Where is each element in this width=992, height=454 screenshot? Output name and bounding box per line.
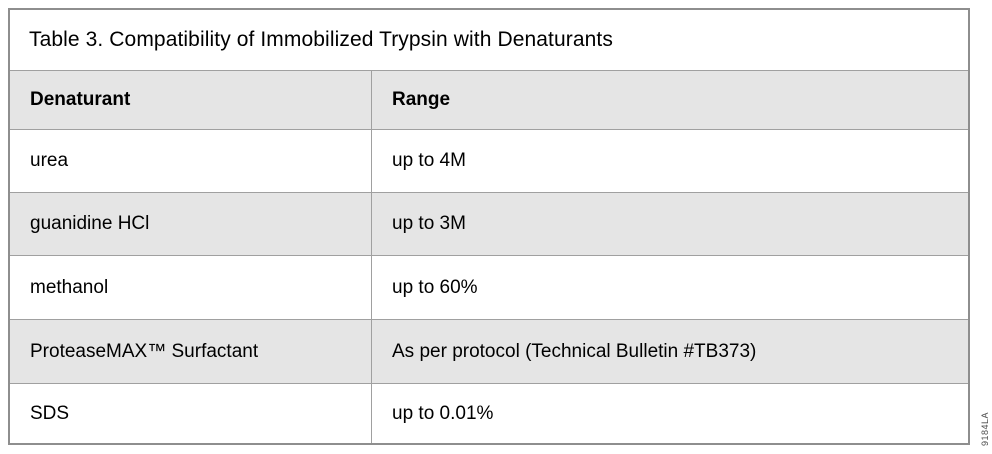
denaturant-cell: ProteaseMAX™ Surfactant — [10, 320, 372, 383]
denaturant-cell: urea — [10, 130, 372, 192]
denaturant-cell: methanol — [10, 256, 372, 319]
table-row: urea up to 4M — [10, 130, 968, 193]
part-number-vertical-label: 9184LA — [980, 411, 990, 446]
table-row: methanol up to 60% — [10, 256, 968, 320]
table-title: Table 3. Compatibility of Immobilized Tr… — [10, 10, 968, 71]
range-cell: As per protocol (Technical Bulletin #TB3… — [392, 340, 757, 362]
denaturant-cell: guanidine HCl — [10, 193, 372, 255]
table-row: guanidine HCl up to 3M — [10, 193, 968, 256]
range-cell: up to 4M — [392, 150, 466, 171]
table-row: SDS up to 0.01% — [10, 384, 968, 443]
column-header-range: Range — [392, 89, 451, 110]
table-header-row: Denaturant Range — [10, 71, 968, 130]
denaturant-cell: SDS — [10, 384, 372, 443]
range-cell: up to 3M — [392, 213, 466, 234]
table-row: ProteaseMAX™ Surfactant As per protocol … — [10, 320, 968, 384]
compatibility-table: Table 3. Compatibility of Immobilized Tr… — [8, 8, 970, 445]
range-cell: up to 0.01% — [392, 402, 494, 424]
range-cell: up to 60% — [392, 276, 478, 298]
column-header-denaturant: Denaturant — [10, 71, 372, 129]
